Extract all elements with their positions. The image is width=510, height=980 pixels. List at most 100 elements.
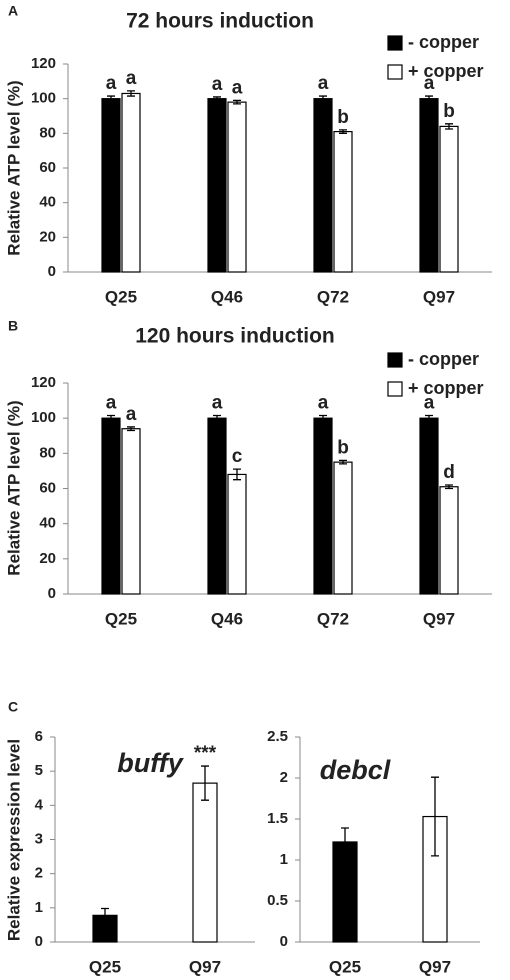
annotation: a — [126, 68, 137, 89]
x-tick-label: Q46 — [211, 609, 243, 628]
error-bar — [233, 468, 241, 481]
error-bar — [431, 776, 439, 857]
bar — [419, 417, 439, 595]
y-axis-label: Relative expression level — [4, 739, 23, 941]
x-tick-label: Q97 — [423, 287, 455, 306]
error-bar — [213, 96, 221, 102]
y-tick-label: 6 — [35, 728, 43, 745]
annotation: a — [424, 393, 435, 414]
error-bar — [101, 907, 109, 923]
annotation: a — [106, 73, 117, 94]
y-tick-label: 20 — [39, 550, 56, 567]
y-tick-label: 1 — [35, 899, 43, 916]
y-tick-label: 100 — [31, 90, 56, 107]
legend-swatch — [387, 64, 403, 80]
bar — [313, 417, 333, 595]
legend-swatch — [387, 35, 403, 51]
bar — [439, 125, 459, 273]
legend-label: + copper — [408, 61, 484, 81]
chart-title: buffy — [117, 748, 184, 778]
y-tick-label: 40 — [39, 194, 56, 211]
y-axis-label: Relative ATP level (%) — [4, 80, 23, 255]
bar — [439, 486, 459, 595]
x-tick-label: Q25 — [89, 957, 121, 976]
bar — [207, 417, 227, 595]
panel-label: B — [8, 318, 18, 334]
y-tick-label: 40 — [39, 515, 56, 532]
x-tick-label: Q97 — [419, 957, 451, 976]
bar — [121, 92, 141, 273]
y-tick-label: 0 — [48, 263, 56, 280]
y-tick-label: 1 — [280, 851, 288, 868]
y-tick-label: 0 — [35, 933, 43, 950]
y-tick-label: 0 — [48, 585, 56, 602]
annotation: a — [212, 393, 223, 414]
bar — [121, 428, 141, 595]
error-bar — [425, 414, 433, 422]
annotation: c — [232, 446, 243, 467]
bar — [333, 131, 353, 273]
bar — [207, 98, 227, 273]
annotation: b — [443, 101, 455, 122]
y-tick-label: 1.5 — [267, 810, 288, 827]
error-bar — [233, 99, 241, 105]
error-bar — [445, 484, 453, 490]
annotation: *** — [194, 743, 217, 764]
y-tick-label: 0 — [280, 933, 288, 950]
error-bar — [319, 414, 327, 422]
panel-label: C — [8, 699, 18, 715]
annotation: a — [232, 77, 243, 98]
chart-title: 120 hours induction — [135, 325, 335, 348]
error-bar — [107, 414, 115, 422]
bar — [227, 473, 247, 595]
legend-label: + copper — [408, 378, 484, 398]
bar — [333, 461, 353, 595]
x-tick-label: Q25 — [105, 609, 137, 628]
error-bar — [107, 95, 115, 102]
error-bar — [425, 95, 433, 102]
annotation: a — [424, 73, 435, 94]
error-bar — [213, 414, 221, 422]
y-tick-label: 120 — [31, 374, 56, 391]
y-axis-label: Relative ATP level (%) — [4, 400, 23, 575]
y-tick-label: 2 — [280, 769, 288, 786]
legend-label: - copper — [408, 32, 479, 52]
annotation: b — [337, 107, 349, 128]
y-tick-label: 0.5 — [267, 892, 288, 909]
panel-label: A — [8, 3, 18, 19]
y-tick-label: 4 — [35, 796, 44, 813]
annotation: a — [318, 393, 329, 414]
bar — [101, 98, 121, 273]
bar — [332, 841, 358, 943]
legend-label: - copper — [408, 349, 479, 369]
chart-title: debcl — [320, 755, 391, 785]
x-tick-label: Q25 — [329, 957, 361, 976]
bar — [192, 782, 218, 943]
y-tick-label: 2 — [35, 865, 43, 882]
y-tick-label: 100 — [31, 409, 56, 426]
x-tick-label: Q97 — [423, 609, 455, 628]
error-bar — [201, 765, 209, 801]
y-tick-label: 20 — [39, 228, 56, 245]
y-tick-label: 5 — [35, 762, 43, 779]
annotation: a — [318, 73, 329, 94]
y-tick-label: 2.5 — [267, 728, 288, 745]
x-tick-label: Q97 — [189, 957, 221, 976]
annotation: b — [337, 437, 349, 458]
error-bar — [339, 459, 347, 465]
chart-title: 72 hours induction — [126, 10, 314, 33]
error-bar — [127, 426, 135, 432]
x-tick-label: Q46 — [211, 287, 243, 306]
y-tick-label: 80 — [39, 124, 56, 141]
annotation: a — [212, 74, 223, 95]
error-bar — [445, 123, 453, 130]
x-tick-label: Q72 — [317, 287, 349, 306]
x-tick-label: Q25 — [105, 287, 137, 306]
error-bar — [319, 95, 327, 102]
y-tick-label: 60 — [39, 479, 56, 496]
legend-swatch — [387, 352, 403, 368]
x-tick-label: Q72 — [317, 609, 349, 628]
y-tick-label: 80 — [39, 444, 56, 461]
error-bar — [127, 90, 135, 97]
